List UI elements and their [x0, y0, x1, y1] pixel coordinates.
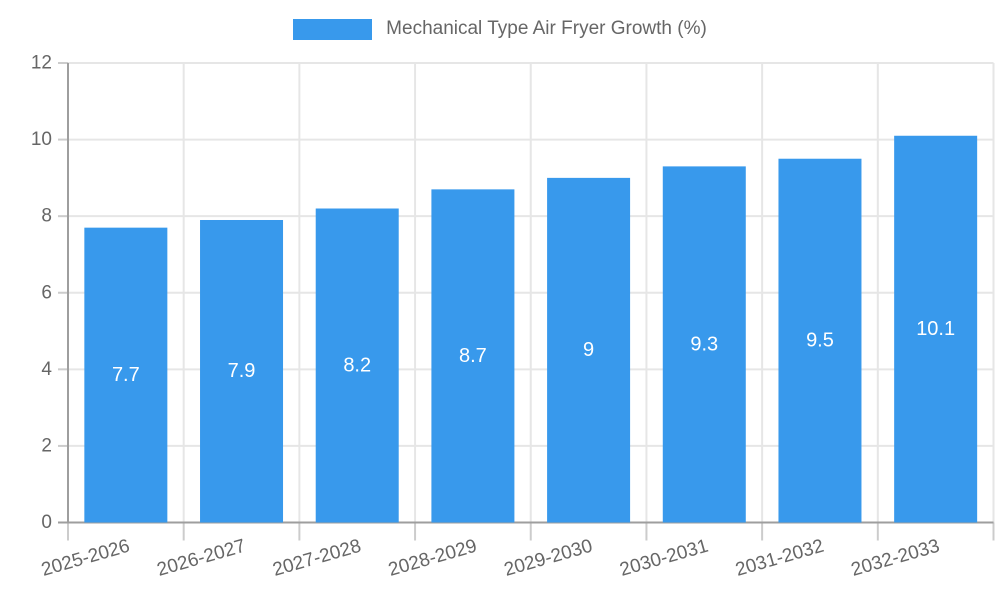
y-tick-label: 2 — [41, 435, 52, 456]
x-tick-label: 2029-2030 — [502, 536, 595, 581]
bar[interactable] — [778, 158, 862, 523]
bar-value-label: 10.1 — [916, 318, 955, 340]
y-tick-label: 8 — [41, 206, 52, 227]
bar[interactable] — [662, 166, 746, 523]
legend: Mechanical Type Air Fryer Growth (%) — [0, 18, 1000, 40]
legend-item[interactable]: Mechanical Type Air Fryer Growth (%) — [293, 18, 707, 40]
bar-value-label: 8.7 — [459, 345, 487, 367]
y-tick-label: 0 — [41, 512, 52, 533]
y-tick-label: 4 — [41, 359, 52, 380]
legend-label: Mechanical Type Air Fryer Growth (%) — [386, 18, 707, 39]
bar-value-label: 8.2 — [343, 355, 371, 377]
y-tick-label: 6 — [41, 282, 52, 303]
x-tick-label: 2032-2033 — [849, 536, 942, 581]
bar[interactable] — [431, 189, 515, 523]
x-tick-label: 2026-2027 — [155, 536, 248, 581]
y-tick-label: 10 — [31, 129, 52, 150]
x-tick-label: 2031-2032 — [733, 536, 826, 581]
bar[interactable] — [547, 177, 631, 523]
x-tick-label: 2028-2029 — [386, 536, 479, 581]
bar-value-label: 9 — [583, 339, 594, 361]
x-tick-label: 2027-2028 — [270, 536, 363, 581]
bar-value-label: 9.3 — [690, 333, 718, 355]
bar-value-label: 9.5 — [806, 330, 834, 352]
y-tick-label: 12 — [31, 53, 52, 74]
legend-swatch-icon — [293, 18, 373, 40]
x-tick-label: 2025-2026 — [39, 536, 132, 581]
x-tick-label: 2030-2031 — [618, 536, 711, 581]
bar-value-label: 7.7 — [112, 364, 140, 386]
bar-value-label: 7.9 — [228, 360, 256, 382]
bar[interactable] — [894, 135, 978, 523]
bar[interactable] — [84, 227, 168, 523]
bar[interactable] — [200, 219, 284, 523]
bar[interactable] — [315, 208, 399, 523]
